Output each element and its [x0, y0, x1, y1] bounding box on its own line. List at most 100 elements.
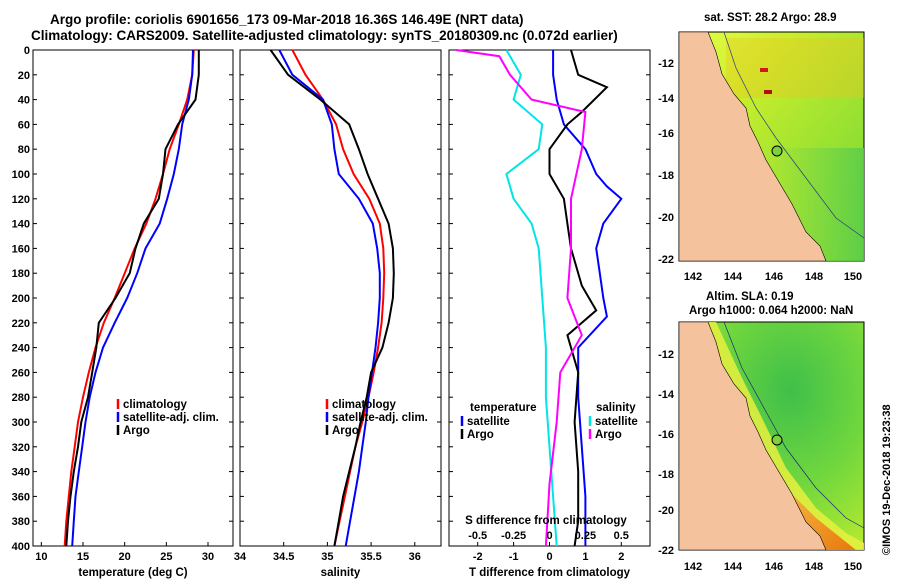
sst-map: -12 -14 -16 -18 -20 -22 142 144 146 148 … — [658, 31, 865, 283]
map-bottom-xtick: 146 — [765, 561, 783, 573]
map-top-ytick: -20 — [658, 212, 674, 224]
x-axis-label: salinity — [321, 567, 361, 579]
x2-axis-label: S difference from climatology — [465, 515, 627, 527]
legend-label: Argo — [332, 425, 359, 437]
map-top-ytick: -16 — [658, 128, 674, 140]
y-tick-label: 0 — [24, 45, 30, 57]
map-top-xtick: 144 — [724, 271, 743, 283]
y-tick-label: 20 — [18, 70, 30, 82]
header-line2: Climatology: CARS2009. Satellite-adjuste… — [31, 28, 618, 43]
map-bottom-ytick: -12 — [658, 349, 674, 361]
map-bottom-xtick: 150 — [844, 561, 862, 573]
series-line-satellite-adj-clim- — [71, 49, 194, 547]
x-tick-label: 20 — [119, 551, 131, 563]
series-line-argo — [269, 49, 395, 547]
y-tick-label: 260 — [12, 367, 30, 379]
x2-tick-label: -0.5 — [468, 530, 487, 542]
map-bottom-ytick: -14 — [658, 389, 675, 401]
map-top-xtick: 150 — [844, 271, 862, 283]
map-top-xtick: 142 — [684, 271, 702, 283]
legend-label: satellite — [467, 416, 510, 428]
series-line-argo — [65, 50, 200, 547]
x2-tick-label: 0.5 — [614, 530, 629, 542]
y-tick-label: 320 — [12, 442, 30, 454]
plot-frame — [32, 49, 234, 547]
legend-label: satellite-adj. clim. — [123, 412, 219, 424]
y-tick-label: 180 — [12, 268, 30, 280]
x-tick-label: 34 — [234, 551, 247, 563]
series-line-satellite-adj-clim- — [278, 49, 381, 547]
x-axis-label: temperature (deg C) — [78, 567, 187, 579]
legend-label: satellite — [595, 416, 638, 428]
legend-label: climatology — [332, 399, 397, 411]
imos-watermark: ©IMOS 19-Dec-2018 19:23:38 — [881, 404, 893, 555]
sla-map: -12 -14 -16 -18 -20 -22 142 144 146 148 … — [658, 321, 865, 573]
map-bottom-xtick: 148 — [805, 561, 823, 573]
map-top-ytick: -12 — [658, 58, 674, 70]
y-tick-label: 200 — [12, 293, 30, 305]
legend-label: climatology — [123, 399, 188, 411]
map-bottom-xtick: 144 — [724, 561, 743, 573]
temperature-panel: 0 20 40 60 80 100 120 140 160 180 200 220 240 260 280 3… — [12, 45, 234, 579]
legend-label: satellite-adj. clim. — [332, 412, 428, 424]
map-top-ytick: -18 — [658, 170, 674, 182]
y-tick-label: 60 — [18, 119, 30, 131]
y-tick-label: 140 — [12, 219, 30, 231]
x-tick-label: 0 — [546, 551, 552, 563]
map-top-xtick: 148 — [805, 271, 823, 283]
map-bottom-title-1: Altim. SLA: 0.19 — [706, 291, 794, 303]
y-tick-label: 100 — [12, 169, 30, 181]
series-line-salinity-argo — [456, 49, 587, 547]
series-line-salinity-satellite — [505, 49, 558, 547]
series-line-temperature-argo — [548, 49, 609, 547]
map-top-ytick: -14 — [658, 93, 675, 105]
x-tick-label: 30 — [202, 551, 214, 563]
x-tick-label: 15 — [77, 551, 89, 563]
y-tick-label: 120 — [12, 194, 30, 206]
x-tick-label: 34.5 — [273, 551, 294, 563]
map-top-title: sat. SST: 28.2 Argo: 28.9 — [704, 12, 837, 24]
legend-title-salinity: salinity — [596, 402, 636, 414]
x-tick-label: 36 — [409, 551, 421, 563]
difference-panel: -2 -1 0 1 2 T difference from climatology temp… — [448, 49, 651, 579]
x-tick-label: 35.5 — [360, 551, 381, 563]
legend-label: Argo — [467, 429, 494, 441]
y-tick-label: 280 — [12, 392, 30, 404]
y-tick-label: 360 — [12, 491, 30, 503]
map-bottom-ytick: -18 — [658, 469, 674, 481]
x-tick-label: 2 — [618, 551, 624, 563]
series-line-temperature-satellite — [552, 50, 623, 546]
x-tick-label: 1 — [582, 551, 588, 563]
x-axis-label: T difference from climatology — [469, 567, 631, 579]
legend-title-temperature: temperature — [470, 402, 536, 414]
y-tick-label: 380 — [12, 516, 30, 528]
legend-label: Argo — [595, 429, 622, 441]
x-tick-label: 10 — [35, 551, 47, 563]
y-tick-label: 160 — [12, 243, 30, 255]
map-bottom-ytick: -20 — [658, 505, 674, 517]
header-line1: Argo profile: coriolis 6901656_173 09-Ma… — [50, 12, 524, 27]
map-bottom-ytick: -16 — [658, 429, 674, 441]
map-bottom-ytick: -22 — [658, 545, 674, 557]
plot-frame — [239, 49, 442, 547]
salinity-panel: 34 34.5 35 35.5 36 salinity climatologysatelli… — [234, 49, 442, 579]
x-tick-label: 35 — [321, 551, 333, 563]
y-tick-label: 40 — [18, 95, 30, 107]
x2-tick-label: 0 — [546, 530, 552, 542]
y-tick-label: 300 — [12, 417, 30, 429]
map-bottom-xtick: 142 — [684, 561, 702, 573]
x-tick-label: 25 — [160, 551, 172, 563]
y-tick-label: 240 — [12, 343, 30, 355]
legend-label: Argo — [123, 425, 150, 437]
map-bottom-title-2: Argo h1000: 0.064 h2000: NaN — [689, 305, 854, 317]
y-tick-label: 80 — [18, 144, 30, 156]
x-tick-label: -1 — [509, 551, 519, 563]
map-top-ytick: -22 — [658, 254, 674, 266]
map-top-xtick: 146 — [765, 271, 783, 283]
y-tick-label: 340 — [12, 467, 30, 479]
x2-tick-label: 0.25 — [575, 530, 596, 542]
plot-frame — [448, 49, 651, 547]
x-tick-label: -2 — [473, 551, 483, 563]
y-tick-label: 400 — [12, 541, 30, 553]
